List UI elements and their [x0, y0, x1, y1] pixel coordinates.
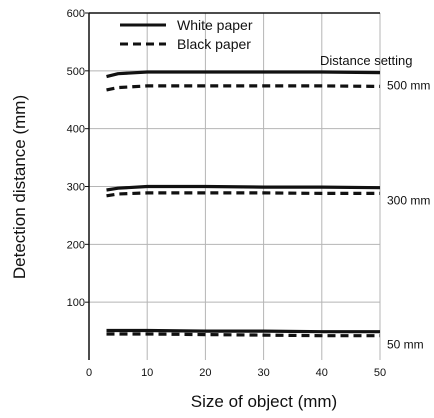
x-tick-label-0: 0	[86, 367, 92, 379]
legend: White paper Black paper	[120, 17, 253, 52]
legend-label-white-paper: White paper	[177, 17, 253, 33]
x-tick-label-30: 30	[257, 367, 269, 379]
y-axis-title: Detection distance (mm)	[10, 95, 29, 279]
distance-setting-label-50-mm: 50 mm	[387, 338, 424, 352]
series-line-500-mm-black-paper	[106, 84, 381, 92]
y-tick-label-200: 200	[67, 239, 85, 251]
series	[106, 70, 381, 338]
x-axis-title: Size of object (mm)	[191, 392, 337, 411]
y-tick-label-100: 100	[67, 297, 85, 309]
distance-setting-label-300-mm: 300 mm	[387, 194, 430, 208]
y-tick-label-300: 300	[67, 182, 85, 194]
distance-setting-heading: Distance setting	[320, 53, 413, 68]
y-tick-label-600: 600	[67, 8, 85, 20]
x-tick-label-40: 40	[316, 367, 328, 379]
distance-setting-labels: 500 mm 300 mm 50 mm	[387, 79, 430, 352]
y-tick-label-500: 500	[67, 66, 85, 78]
legend-label-black-paper: Black paper	[177, 36, 251, 52]
series-line-500-mm-white-paper	[106, 70, 381, 79]
series-line-50-mm-black-paper	[106, 332, 380, 338]
series-line-300-mm-black-paper	[106, 191, 380, 198]
x-tick-label-20: 20	[199, 367, 211, 379]
x-tick-label-10: 10	[141, 367, 153, 379]
series-line-300-mm-white-paper	[106, 184, 381, 192]
y-tick-label-400: 400	[67, 124, 85, 136]
x-tick-label-50: 50	[374, 367, 386, 379]
tick-labels: 0 10 20 30 40 50 100 200 300 400 500 600	[67, 8, 386, 379]
distance-setting-label-500-mm: 500 mm	[387, 79, 430, 93]
series-line-50-mm-white-paper	[106, 328, 380, 334]
